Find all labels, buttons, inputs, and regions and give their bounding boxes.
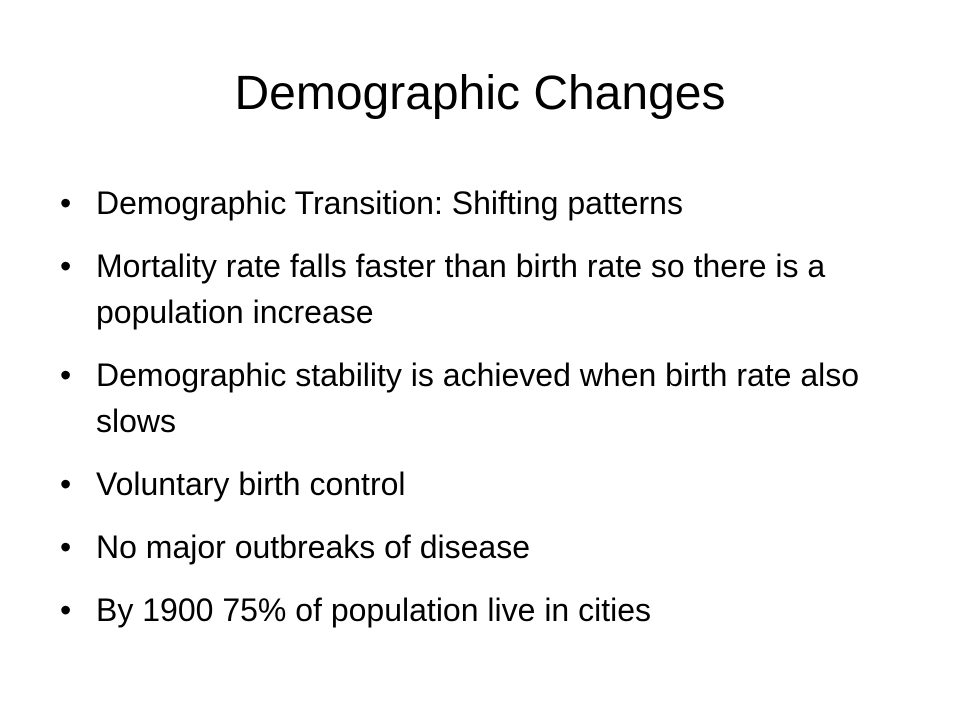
bullet-text: No major outbreaks of disease	[96, 529, 530, 565]
bullet-item: • Voluntary birth control	[60, 461, 920, 507]
bullet-marker: •	[60, 592, 72, 628]
bullet-text: By 1900 75% of population live in cities	[96, 592, 652, 628]
bullet-text: Demographic Transition: Shifting pattern…	[96, 185, 683, 221]
bullet-item: • By 1900 75% of population live in citie…	[60, 587, 920, 633]
bullet-list: • Demographic Transition: Shifting patter…	[60, 180, 920, 650]
bullet-marker: •	[60, 357, 72, 393]
bullet-item: • Demographic Transition: Shifting patter…	[60, 180, 920, 226]
bullet-text: Mortality rate falls faster than birth r…	[96, 248, 826, 330]
bullet-item: • Mortality rate falls faster than birth …	[60, 243, 920, 335]
bullet-text: Voluntary birth control	[96, 466, 406, 502]
bullet-marker: •	[60, 529, 72, 565]
bullet-item: • No major outbreaks of disease	[60, 524, 920, 570]
bullet-text: Demographic stability is achieved when b…	[96, 357, 860, 439]
bullet-marker: •	[60, 466, 72, 502]
bullet-marker: •	[60, 185, 72, 221]
slide-title: Demographic Changes	[234, 67, 726, 120]
bullet-marker: •	[60, 248, 72, 284]
bullet-item: • Demographic stability is achieved when …	[60, 352, 920, 444]
